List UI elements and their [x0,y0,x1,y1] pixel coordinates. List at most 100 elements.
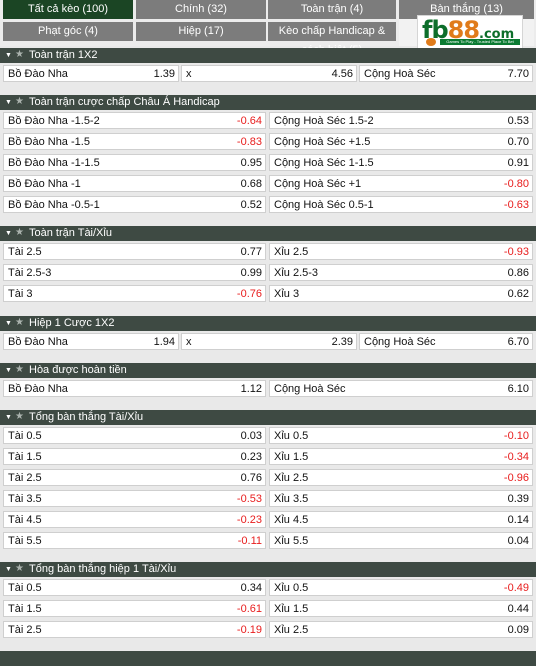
selection-label: Xỉu 2.5 [274,624,309,636]
odds-cell[interactable]: Cộng Hoà Séc 0.5-1 -0.63 [269,196,533,213]
odds-cell[interactable]: Bồ Đào Nha 1.39 [3,65,179,82]
odds-cell[interactable]: x 4.56 [181,65,357,82]
odds-cell[interactable]: Tài 0.5 0.03 [3,427,266,444]
odds-cell[interactable]: Tài 3.5 -0.53 [3,490,266,507]
odds-cell[interactable]: Cộng Hoà Séc 1.5-2 0.53 [269,112,533,129]
selection-label: Xỉu 0.5 [274,430,309,442]
odds-cell[interactable]: Xỉu 5.5 0.04 [269,532,533,549]
odds-value: -0.23 [236,514,262,526]
star-icon[interactable]: ★ [15,317,24,328]
star-icon[interactable]: ★ [15,49,24,60]
tab-all[interactable]: Tất cả kèo (100) [3,0,133,19]
odds-cell[interactable]: Cộng Hoà Séc +1 -0.80 [269,175,533,192]
star-icon[interactable]: ★ [15,411,24,422]
odds-cell[interactable]: Tài 1.5 -0.61 [3,600,266,617]
odds-cell[interactable]: Tài 2.5 0.76 [3,469,266,486]
chevron-down-icon[interactable]: ▼ [5,320,12,327]
star-icon[interactable]: ★ [15,364,24,375]
tab-goals[interactable]: Bàn thắng (13) [399,0,534,19]
odds-cell[interactable]: Xỉu 1.5 -0.34 [269,448,533,465]
odds-cell[interactable]: Bồ Đào Nha -1.5-2 -0.64 [3,112,266,129]
odds-cell[interactable]: Cộng Hoà Séc 6.70 [359,333,533,350]
section-header[interactable]: ▼ ★ Toàn trận Tài/Xỉu [0,226,536,241]
odds-cell[interactable]: Xỉu 0.5 -0.10 [269,427,533,444]
star-icon[interactable]: ★ [15,227,24,238]
section-header[interactable] [0,651,536,666]
selection-label: x [186,336,192,348]
odds-row: Bồ Đào Nha 1.94 x 2.39 Cộng Hoà Séc 6.70 [0,331,536,352]
chevron-down-icon[interactable]: ▼ [5,230,12,237]
odds-row: Bồ Đào Nha -1.5 -0.83 Cộng Hoà Séc +1.5 0.7… [0,131,536,152]
tab-main[interactable]: Chính (32) [136,0,266,19]
odds-cell[interactable]: Xỉu 2.5 -0.96 [269,469,533,486]
selection-label: Tài 3 [8,288,33,300]
star-icon[interactable]: ★ [15,96,24,107]
odds-cell[interactable]: Bồ Đào Nha -1.5 -0.83 [3,133,266,150]
chevron-down-icon[interactable]: ▼ [5,52,12,59]
section-header[interactable]: ▼ ★ Tổng bàn thắng Tài/Xỉu [0,410,536,425]
odds-cell[interactable]: Cộng Hoà Séc 6.10 [269,380,533,397]
odds-cell[interactable]: Tài 1.5 0.23 [3,448,266,465]
odds-cell[interactable]: Bồ Đào Nha -1 0.68 [3,175,266,192]
odds-cell[interactable]: Xỉu 2.5 -0.93 [269,243,533,260]
selection-label: Tài 2.5-3 [8,267,52,279]
odds-value: 0.68 [240,178,262,190]
odds-cell[interactable]: Tài 4.5 -0.23 [3,511,266,528]
star-icon[interactable]: ★ [15,563,24,574]
section-header[interactable]: ▼ ★ Tổng bàn thắng hiệp 1 Tài/Xỉu [0,562,536,577]
odds-cell[interactable]: Xỉu 4.5 0.14 [269,511,533,528]
odds-cell[interactable]: Tài 2.5 -0.19 [3,621,266,638]
odds-cell[interactable]: Xỉu 0.5 -0.49 [269,579,533,596]
odds-cell[interactable]: Bồ Đào Nha -0.5-1 0.52 [3,196,266,213]
odds-value: -0.10 [503,430,529,442]
tab-fulltime[interactable]: Toàn trận (4) [268,0,396,19]
chevron-down-icon[interactable]: ▼ [5,566,12,573]
odds-cell[interactable]: Bồ Đào Nha 1.12 [3,380,266,397]
selection-label: Tài 1.5 [8,603,42,615]
odds-cell[interactable]: Tài 2.5 0.77 [3,243,266,260]
tab-handicap[interactable]: Kèo chấp Handicap & cách biệt (5) [268,22,396,56]
selection-label: Xỉu 3 [274,288,300,300]
odds-value: 0.77 [240,246,262,258]
odds-value: 6.10 [507,383,529,395]
odds-value: 0.09 [507,624,529,636]
odds-cell[interactable]: Tài 5.5 -0.11 [3,532,266,549]
odds-value: 0.23 [240,451,262,463]
section-header[interactable]: ▼ ★ Toàn trận cược chấp Châu Á Handicap [0,95,536,110]
odds-cell[interactable]: Cộng Hoà Séc 1-1.5 0.91 [269,154,533,171]
odds-cell[interactable]: Tài 2.5-3 0.99 [3,264,266,281]
tab-corners[interactable]: Phạt góc (4) [3,22,133,41]
selection-label: Cộng Hoà Séc [274,383,346,395]
odds-value: 1.12 [240,383,262,395]
odds-value: -0.96 [503,472,529,484]
odds-cell[interactable]: Xỉu 2.5-3 0.86 [269,264,533,281]
section-header[interactable]: ▼ ★ Hòa được hoàn tiền [0,363,536,378]
odds-cell[interactable]: Tài 3 -0.76 [3,285,266,302]
odds-cell[interactable]: Xỉu 3.5 0.39 [269,490,533,507]
odds-cell[interactable]: Bồ Đào Nha -1-1.5 0.95 [3,154,266,171]
odds-row: Tài 2.5-3 0.99 Xỉu 2.5-3 0.86 [0,262,536,283]
chevron-down-icon[interactable]: ▼ [5,99,12,106]
selection-label: Cộng Hoà Séc 1.5-2 [274,115,374,127]
selection-label: Bồ Đào Nha -0.5-1 [8,199,100,211]
section-header[interactable]: ▼ ★ Hiệp 1 Cược 1X2 [0,316,536,331]
logo-tagline: Games To Play - Trusted Place To Bet [440,39,520,45]
odds-cell[interactable]: Cộng Hoà Séc +1.5 0.70 [269,133,533,150]
section-header[interactable]: ▼ ★ Toàn trận 1X2 [0,48,536,63]
odds-value: 0.91 [507,157,529,169]
odds-cell[interactable]: Xỉu 1.5 0.44 [269,600,533,617]
chevron-down-icon[interactable]: ▼ [5,367,12,374]
section-title: Toàn trận cược chấp Châu Á Handicap [29,96,220,108]
odds-cell[interactable]: Tài 0.5 0.34 [3,579,266,596]
odds-cell[interactable]: x 2.39 [181,333,357,350]
odds-row: Bồ Đào Nha 1.39 x 4.56 Cộng Hoà Séc 7.70 [0,63,536,84]
odds-cell[interactable]: Cộng Hoà Séc 7.70 [359,65,533,82]
odds-cell[interactable]: Xỉu 3 0.62 [269,285,533,302]
chevron-down-icon[interactable]: ▼ [5,414,12,421]
odds-cell[interactable]: Xỉu 2.5 0.09 [269,621,533,638]
tab-half[interactable]: Hiệp (17) [136,22,266,41]
odds-cell[interactable]: Bồ Đào Nha 1.94 [3,333,179,350]
market-section: ▼ ★ Toàn trận Tài/Xỉu Tài 2.5 0.77 Xỉu 2.5 -0.… [0,226,536,304]
odds-value: -0.64 [236,115,262,127]
odds-value: 1.39 [153,68,175,80]
